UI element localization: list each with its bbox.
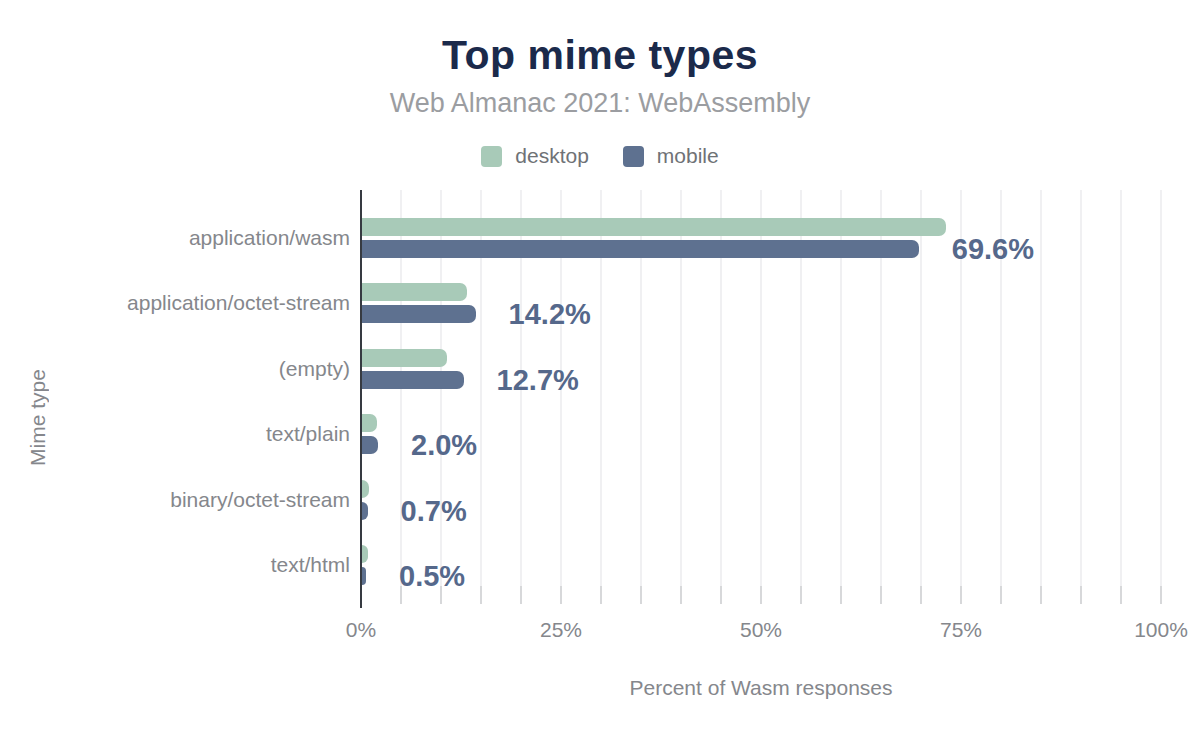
axis-tick bbox=[800, 586, 802, 604]
axis-tick bbox=[1080, 586, 1082, 604]
axis-tick bbox=[840, 586, 842, 604]
axis-tick bbox=[880, 586, 882, 604]
axis-tick bbox=[1120, 586, 1122, 604]
axis-tick bbox=[520, 586, 522, 604]
category-label: binary/octet-stream bbox=[170, 489, 350, 511]
x-tick-label: 25% bbox=[501, 618, 621, 642]
gridline bbox=[1080, 190, 1082, 586]
desktop-bar[interactable] bbox=[362, 480, 369, 498]
gridline bbox=[1160, 190, 1162, 586]
value-label: 2.0% bbox=[411, 430, 477, 460]
x-tick-label: 75% bbox=[901, 618, 1021, 642]
axis-tick bbox=[720, 586, 722, 604]
mobile-bar[interactable] bbox=[362, 567, 366, 585]
category-label: (empty) bbox=[279, 358, 350, 380]
mobile-bar[interactable] bbox=[362, 436, 378, 454]
value-label: 0.5% bbox=[399, 561, 465, 591]
gridline bbox=[920, 190, 922, 586]
value-label: 12.7% bbox=[497, 365, 579, 395]
axis-tick bbox=[760, 586, 762, 604]
category-label: text/plain bbox=[266, 423, 350, 445]
value-label: 0.7% bbox=[401, 496, 467, 526]
category-label: text/html bbox=[271, 554, 350, 576]
gridline bbox=[1120, 190, 1122, 586]
axis-tick bbox=[1000, 586, 1002, 604]
x-tick-label: 0% bbox=[301, 618, 421, 642]
value-label: 14.2% bbox=[509, 299, 591, 329]
value-label: 69.6% bbox=[952, 234, 1034, 264]
category-label: application/octet-stream bbox=[127, 292, 350, 314]
mobile-bar[interactable] bbox=[362, 305, 476, 323]
x-axis-title: Percent of Wasm responses bbox=[361, 676, 1161, 700]
desktop-bar[interactable] bbox=[362, 283, 467, 301]
x-tick-label: 100% bbox=[1101, 618, 1200, 642]
desktop-bar[interactable] bbox=[362, 414, 377, 432]
mobile-bar[interactable] bbox=[362, 371, 464, 389]
axis-tick bbox=[960, 586, 962, 604]
axis-tick bbox=[560, 586, 562, 604]
axis-tick bbox=[480, 586, 482, 604]
desktop-bar[interactable] bbox=[362, 218, 946, 236]
gridline bbox=[1040, 190, 1042, 586]
axis-tick bbox=[600, 586, 602, 604]
desktop-bar[interactable] bbox=[362, 545, 368, 563]
plot-area: application/wasm 69.6% application/octet-s… bbox=[0, 0, 1200, 742]
y-axis-title: Mime type bbox=[26, 340, 50, 496]
mobile-bar[interactable] bbox=[362, 240, 919, 258]
x-tick-label: 50% bbox=[701, 618, 821, 642]
axis-tick bbox=[920, 586, 922, 604]
chart-figure: Top mime types Web Almanac 2021: WebAsse… bbox=[0, 0, 1200, 742]
axis-tick bbox=[1160, 586, 1162, 604]
mobile-bar[interactable] bbox=[362, 502, 368, 520]
axis-tick bbox=[680, 586, 682, 604]
desktop-bar[interactable] bbox=[362, 349, 447, 367]
axis-tick bbox=[1040, 586, 1042, 604]
axis-tick bbox=[640, 586, 642, 604]
category-label: application/wasm bbox=[189, 227, 350, 249]
